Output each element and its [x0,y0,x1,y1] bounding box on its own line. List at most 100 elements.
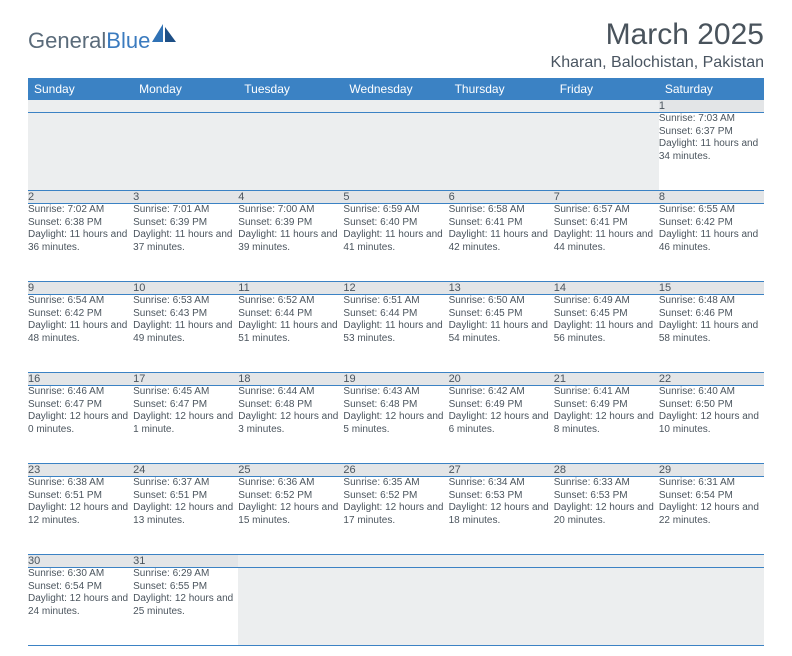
info-row: Sunrise: 6:54 AMSunset: 6:42 PMDaylight:… [28,295,764,373]
day-info [449,568,554,646]
day-info: Sunrise: 6:37 AMSunset: 6:51 PMDaylight:… [133,477,238,555]
day-number: 28 [554,464,659,477]
day-number: 7 [554,191,659,204]
weekday-header: Sunday [28,78,133,100]
day-number: 12 [343,282,448,295]
day-number: 24 [133,464,238,477]
day-info: Sunrise: 6:44 AMSunset: 6:48 PMDaylight:… [238,386,343,464]
day-number: 23 [28,464,133,477]
day-info: Sunrise: 6:58 AMSunset: 6:41 PMDaylight:… [449,204,554,282]
day-info: Sunrise: 6:52 AMSunset: 6:44 PMDaylight:… [238,295,343,373]
day-number: 26 [343,464,448,477]
day-info: Sunrise: 6:31 AMSunset: 6:54 PMDaylight:… [659,477,764,555]
day-number [343,555,448,568]
daynum-row: 2345678 [28,191,764,204]
day-number [238,555,343,568]
day-number: 17 [133,373,238,386]
day-number: 18 [238,373,343,386]
weekday-header: Friday [554,78,659,100]
day-number: 2 [28,191,133,204]
calendar-body: 1Sunrise: 7:03 AMSunset: 6:37 PMDaylight… [28,100,764,646]
info-row: Sunrise: 6:38 AMSunset: 6:51 PMDaylight:… [28,477,764,555]
day-number: 16 [28,373,133,386]
day-info [238,568,343,646]
day-info [554,568,659,646]
day-info: Sunrise: 6:43 AMSunset: 6:48 PMDaylight:… [343,386,448,464]
day-info: Sunrise: 6:41 AMSunset: 6:49 PMDaylight:… [554,386,659,464]
daynum-row: 23242526272829 [28,464,764,477]
day-info [554,113,659,191]
day-number [659,555,764,568]
day-info [238,113,343,191]
logo-sail-icon [152,24,178,49]
day-number: 22 [659,373,764,386]
day-number [554,100,659,113]
day-number: 6 [449,191,554,204]
day-number: 3 [133,191,238,204]
day-number: 14 [554,282,659,295]
day-number: 20 [449,373,554,386]
day-info [28,113,133,191]
day-info [449,113,554,191]
day-number: 31 [133,555,238,568]
day-number: 5 [343,191,448,204]
daynum-row: 1 [28,100,764,113]
day-info: Sunrise: 6:46 AMSunset: 6:47 PMDaylight:… [28,386,133,464]
day-info: Sunrise: 6:54 AMSunset: 6:42 PMDaylight:… [28,295,133,373]
day-number [449,555,554,568]
day-number [28,100,133,113]
day-info: Sunrise: 6:42 AMSunset: 6:49 PMDaylight:… [449,386,554,464]
day-number [133,100,238,113]
day-number: 1 [659,100,764,113]
info-row: Sunrise: 7:02 AMSunset: 6:38 PMDaylight:… [28,204,764,282]
calendar-table: Sunday Monday Tuesday Wednesday Thursday… [28,78,764,646]
day-info: Sunrise: 6:49 AMSunset: 6:45 PMDaylight:… [554,295,659,373]
day-info: Sunrise: 6:34 AMSunset: 6:53 PMDaylight:… [449,477,554,555]
day-number: 8 [659,191,764,204]
day-info: Sunrise: 6:33 AMSunset: 6:53 PMDaylight:… [554,477,659,555]
weekday-header: Monday [133,78,238,100]
day-info: Sunrise: 6:53 AMSunset: 6:43 PMDaylight:… [133,295,238,373]
day-info [343,113,448,191]
day-number: 27 [449,464,554,477]
day-info: Sunrise: 6:51 AMSunset: 6:44 PMDaylight:… [343,295,448,373]
day-info: Sunrise: 6:35 AMSunset: 6:52 PMDaylight:… [343,477,448,555]
day-info: Sunrise: 6:29 AMSunset: 6:55 PMDaylight:… [133,568,238,646]
day-info: Sunrise: 6:48 AMSunset: 6:46 PMDaylight:… [659,295,764,373]
day-info: Sunrise: 6:45 AMSunset: 6:47 PMDaylight:… [133,386,238,464]
day-number [238,100,343,113]
day-number [554,555,659,568]
weekday-header-row: Sunday Monday Tuesday Wednesday Thursday… [28,78,764,100]
info-row: Sunrise: 6:30 AMSunset: 6:54 PMDaylight:… [28,568,764,646]
weekday-header: Saturday [659,78,764,100]
day-info [659,568,764,646]
info-row: Sunrise: 7:03 AMSunset: 6:37 PMDaylight:… [28,113,764,191]
day-info: Sunrise: 6:57 AMSunset: 6:41 PMDaylight:… [554,204,659,282]
day-number: 29 [659,464,764,477]
day-info: Sunrise: 7:02 AMSunset: 6:38 PMDaylight:… [28,204,133,282]
day-number: 21 [554,373,659,386]
day-number: 15 [659,282,764,295]
day-info: Sunrise: 6:30 AMSunset: 6:54 PMDaylight:… [28,568,133,646]
day-info: Sunrise: 7:00 AMSunset: 6:39 PMDaylight:… [238,204,343,282]
daynum-row: 9101112131415 [28,282,764,295]
day-number: 9 [28,282,133,295]
brand-word1: General [28,28,106,53]
calendar-page: GeneralBlue March 2025 Kharan, Balochist… [0,0,792,656]
day-number: 4 [238,191,343,204]
location-text: Kharan, Balochistan, Pakistan [551,54,764,72]
day-info [133,113,238,191]
day-number: 19 [343,373,448,386]
day-info: Sunrise: 7:01 AMSunset: 6:39 PMDaylight:… [133,204,238,282]
day-number: 11 [238,282,343,295]
day-number: 10 [133,282,238,295]
day-number [343,100,448,113]
day-info: Sunrise: 6:59 AMSunset: 6:40 PMDaylight:… [343,204,448,282]
title-block: March 2025 Kharan, Balochistan, Pakistan [551,18,764,72]
day-info: Sunrise: 6:36 AMSunset: 6:52 PMDaylight:… [238,477,343,555]
daynum-row: 16171819202122 [28,373,764,386]
day-info: Sunrise: 6:55 AMSunset: 6:42 PMDaylight:… [659,204,764,282]
day-number: 25 [238,464,343,477]
month-title: March 2025 [551,18,764,52]
weekday-header: Tuesday [238,78,343,100]
